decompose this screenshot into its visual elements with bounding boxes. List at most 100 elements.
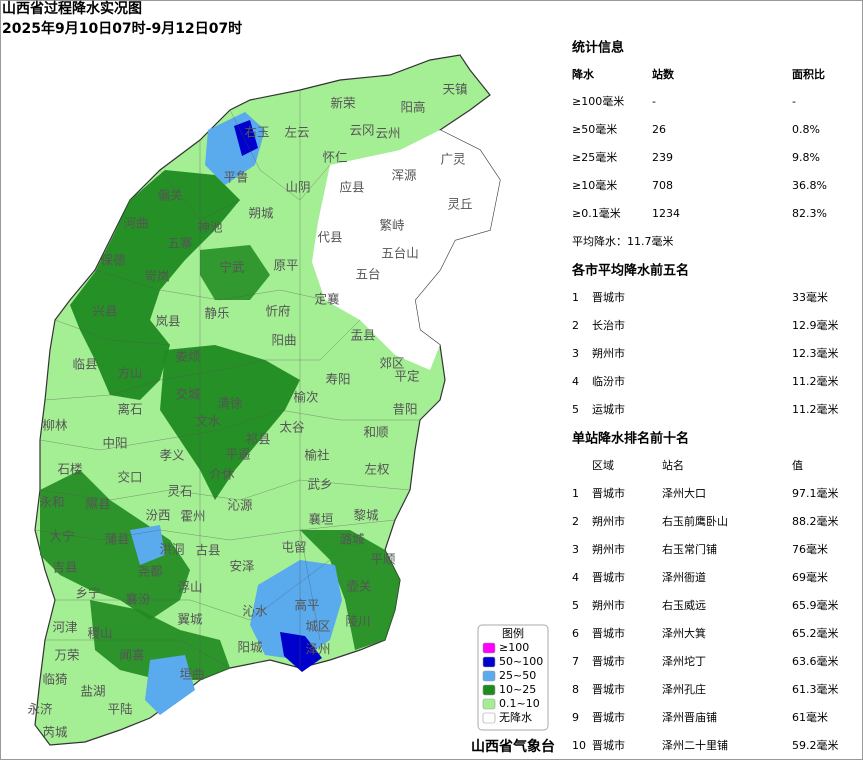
rain-10-25-area	[300, 530, 400, 650]
county-label: 武乡	[307, 477, 332, 492]
county-label: 乡宁	[75, 586, 100, 601]
table-cell: 12.9毫米	[792, 318, 839, 332]
county-label: 霍州	[180, 509, 205, 524]
county-label: 云冈	[349, 123, 374, 138]
county-label: 柳林	[42, 418, 68, 433]
county-label: 宁武	[219, 260, 245, 275]
county-label: 汾西	[145, 508, 170, 523]
county-label: 离石	[117, 402, 142, 417]
county-label: 吉县	[52, 560, 77, 575]
county-label: 云州	[375, 126, 400, 141]
legend-label: ≥100	[499, 641, 529, 654]
rain-10-25-area	[200, 245, 270, 300]
table-cell: 12.3毫米	[792, 346, 839, 360]
county-label: 襄垣	[308, 512, 333, 527]
county-label: 太谷	[279, 420, 305, 435]
legend-swatch	[482, 698, 496, 710]
county-label: 潞城	[339, 532, 365, 547]
table-cell: 88.2毫米	[792, 514, 839, 528]
legend-label: 10~25	[499, 683, 536, 696]
county-label: 山阴	[285, 180, 310, 195]
average-rainfall: 平均降水：11.7毫米	[572, 234, 674, 248]
table-cell: 76毫米	[792, 542, 828, 556]
county-label: 左云	[284, 125, 309, 140]
county-label: 万荣	[54, 648, 80, 663]
county-label: 城区	[305, 619, 330, 634]
legend-label: 25~50	[499, 669, 536, 682]
county-label: 平定	[394, 369, 419, 384]
county-label: 榆社	[304, 448, 329, 463]
map	[34, 54, 501, 746]
table-cell: 运城市	[592, 402, 625, 416]
table-cell: 2	[572, 319, 579, 332]
table-cell: 1	[572, 487, 579, 500]
column-header: 值	[792, 459, 803, 472]
table-cell: 65.2毫米	[792, 626, 839, 640]
county-label: 中阳	[102, 436, 127, 451]
county-label: 阳高	[400, 100, 425, 115]
table-cell: ≥25毫米	[572, 150, 617, 164]
table-cell: 泽州晋庙铺	[662, 710, 717, 724]
county-label: 新荣	[330, 96, 356, 111]
section-title: 单站降水排名前十名	[572, 431, 689, 447]
table-cell: 晋城市	[592, 738, 625, 752]
county-label: 大宁	[49, 529, 74, 544]
county-label: 怀仁	[322, 150, 347, 165]
table-cell: 晋城市	[592, 290, 625, 304]
county-label: 郊区	[379, 356, 404, 371]
county-label: 文水	[195, 414, 221, 429]
table-cell: 69毫米	[792, 570, 828, 584]
county-label: 永济	[27, 702, 53, 717]
table-cell: 泽州衙道	[662, 570, 706, 584]
county-label: 永和	[39, 495, 64, 510]
county-label: 壶关	[346, 579, 371, 594]
county-label: 芮城	[42, 725, 68, 740]
county-label: 高平	[294, 598, 319, 613]
section-title: 统计信息	[572, 40, 624, 56]
county-label: 交口	[117, 470, 142, 485]
legend-box	[477, 624, 549, 731]
table-cell: -	[792, 95, 796, 108]
legend-swatch	[482, 642, 496, 654]
legend-swatch	[482, 712, 496, 724]
legend-swatch	[482, 670, 496, 682]
county-label: 昔阳	[392, 402, 417, 417]
county-label: 五台山	[381, 246, 419, 261]
county-label: 尧都	[137, 564, 163, 579]
table-cell: 朔州市	[592, 542, 625, 556]
county-label: 五台	[355, 267, 380, 282]
county-label: 灵丘	[447, 197, 472, 212]
table-cell: 4	[572, 375, 579, 388]
county-label: 广灵	[440, 152, 466, 167]
county-label: 孝义	[159, 448, 185, 463]
column-header: 站名	[662, 458, 684, 472]
county-label: 原平	[273, 258, 298, 273]
table-cell: 4	[572, 571, 579, 584]
source: 山西省气象台	[471, 738, 555, 755]
legend-label: 无降水	[499, 710, 532, 724]
county-label: 清徐	[217, 396, 242, 411]
county-label: 兴县	[92, 304, 117, 319]
table-cell: ≥0.1毫米	[572, 206, 621, 220]
legend-title: 图例	[502, 626, 524, 640]
rain-25-50-area	[130, 525, 165, 565]
legend-label: 50~100	[499, 655, 543, 668]
county-label: 浮山	[177, 580, 202, 595]
table-cell: 右玉前鹰卧山	[662, 514, 728, 528]
table-cell: 泽州二十里铺	[662, 738, 728, 752]
county-label: 介休	[209, 467, 235, 482]
table-cell: 61.3毫米	[792, 682, 839, 696]
column-header: 面积比	[792, 67, 825, 81]
rain-10-25-area	[40, 470, 190, 620]
county-label: 陵川	[345, 614, 370, 629]
county-label: 榆次	[293, 390, 318, 405]
county-label: 代县	[317, 230, 342, 245]
county-label: 河曲	[123, 216, 148, 231]
county-label: 石楼	[57, 462, 82, 477]
table-cell: -	[652, 95, 656, 108]
table-cell: 33毫米	[792, 290, 828, 304]
table-cell: 泽州孔庄	[662, 682, 706, 696]
